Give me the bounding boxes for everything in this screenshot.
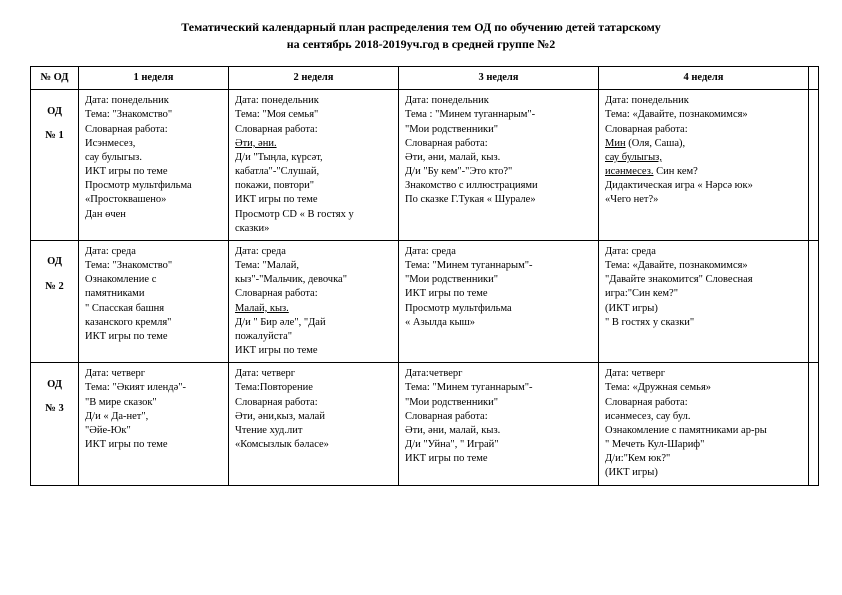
col-week2: 2 неделя bbox=[229, 67, 399, 90]
col-od: № ОД bbox=[31, 67, 79, 90]
table-row: ОД№ 1Дата: понедельникТема: "Знакомство"… bbox=[31, 90, 819, 241]
col-week3: 3 неделя bbox=[399, 67, 599, 90]
col-week1: 1 неделя bbox=[79, 67, 229, 90]
tail-cell bbox=[809, 90, 819, 241]
table-row: ОД№ 3Дата: четвергТема: "Әкият илендә"-"… bbox=[31, 363, 819, 485]
week1-cell: Дата: понедельникТема: "Знакомство"Слова… bbox=[79, 90, 229, 241]
od-cell: ОД№ 3 bbox=[31, 363, 79, 485]
od-cell: ОД№ 1 bbox=[31, 90, 79, 241]
od-cell: ОД№ 2 bbox=[31, 240, 79, 362]
week4-cell: Дата: понедельникТема: «Давайте, познако… bbox=[599, 90, 809, 241]
week3-cell: Дата: понедельникТема : "Минем туганнары… bbox=[399, 90, 599, 241]
col-tail bbox=[809, 67, 819, 90]
tail-cell bbox=[809, 240, 819, 362]
table-row: ОД№ 2Дата: средаТема: "Знакомство"Ознако… bbox=[31, 240, 819, 362]
week1-cell: Дата: средаТема: "Знакомство"Ознакомлени… bbox=[79, 240, 229, 362]
week2-cell: Дата: четвергТема:ПовторениеСловарная ра… bbox=[229, 363, 399, 485]
week2-cell: Дата: понедельникТема: "Моя семья"Словар… bbox=[229, 90, 399, 241]
plan-table: № ОД 1 неделя 2 неделя 3 неделя 4 неделя… bbox=[30, 66, 819, 486]
week4-cell: Дата: средаТема: «Давайте, познакомимся»… bbox=[599, 240, 809, 362]
col-week4: 4 неделя bbox=[599, 67, 809, 90]
week3-cell: Дата:четвергТема: "Минем туганнарым"-"Мо… bbox=[399, 363, 599, 485]
week1-cell: Дата: четвергТема: "Әкият илендә"-"В мир… bbox=[79, 363, 229, 485]
tail-cell bbox=[809, 363, 819, 485]
week3-cell: Дата: средаТема: "Минем туганнарым"-"Мои… bbox=[399, 240, 599, 362]
week4-cell: Дата: четвергТема: «Дружная семья» Слова… bbox=[599, 363, 809, 485]
page-title: Тематический календарный план распределе… bbox=[30, 20, 812, 35]
week2-cell: Дата: средаТема: "Малай,кыз"-"Мальчик, д… bbox=[229, 240, 399, 362]
table-header-row: № ОД 1 неделя 2 неделя 3 неделя 4 неделя bbox=[31, 67, 819, 90]
page-subtitle: на сентябрь 2018-2019уч.год в средней гр… bbox=[30, 37, 812, 52]
